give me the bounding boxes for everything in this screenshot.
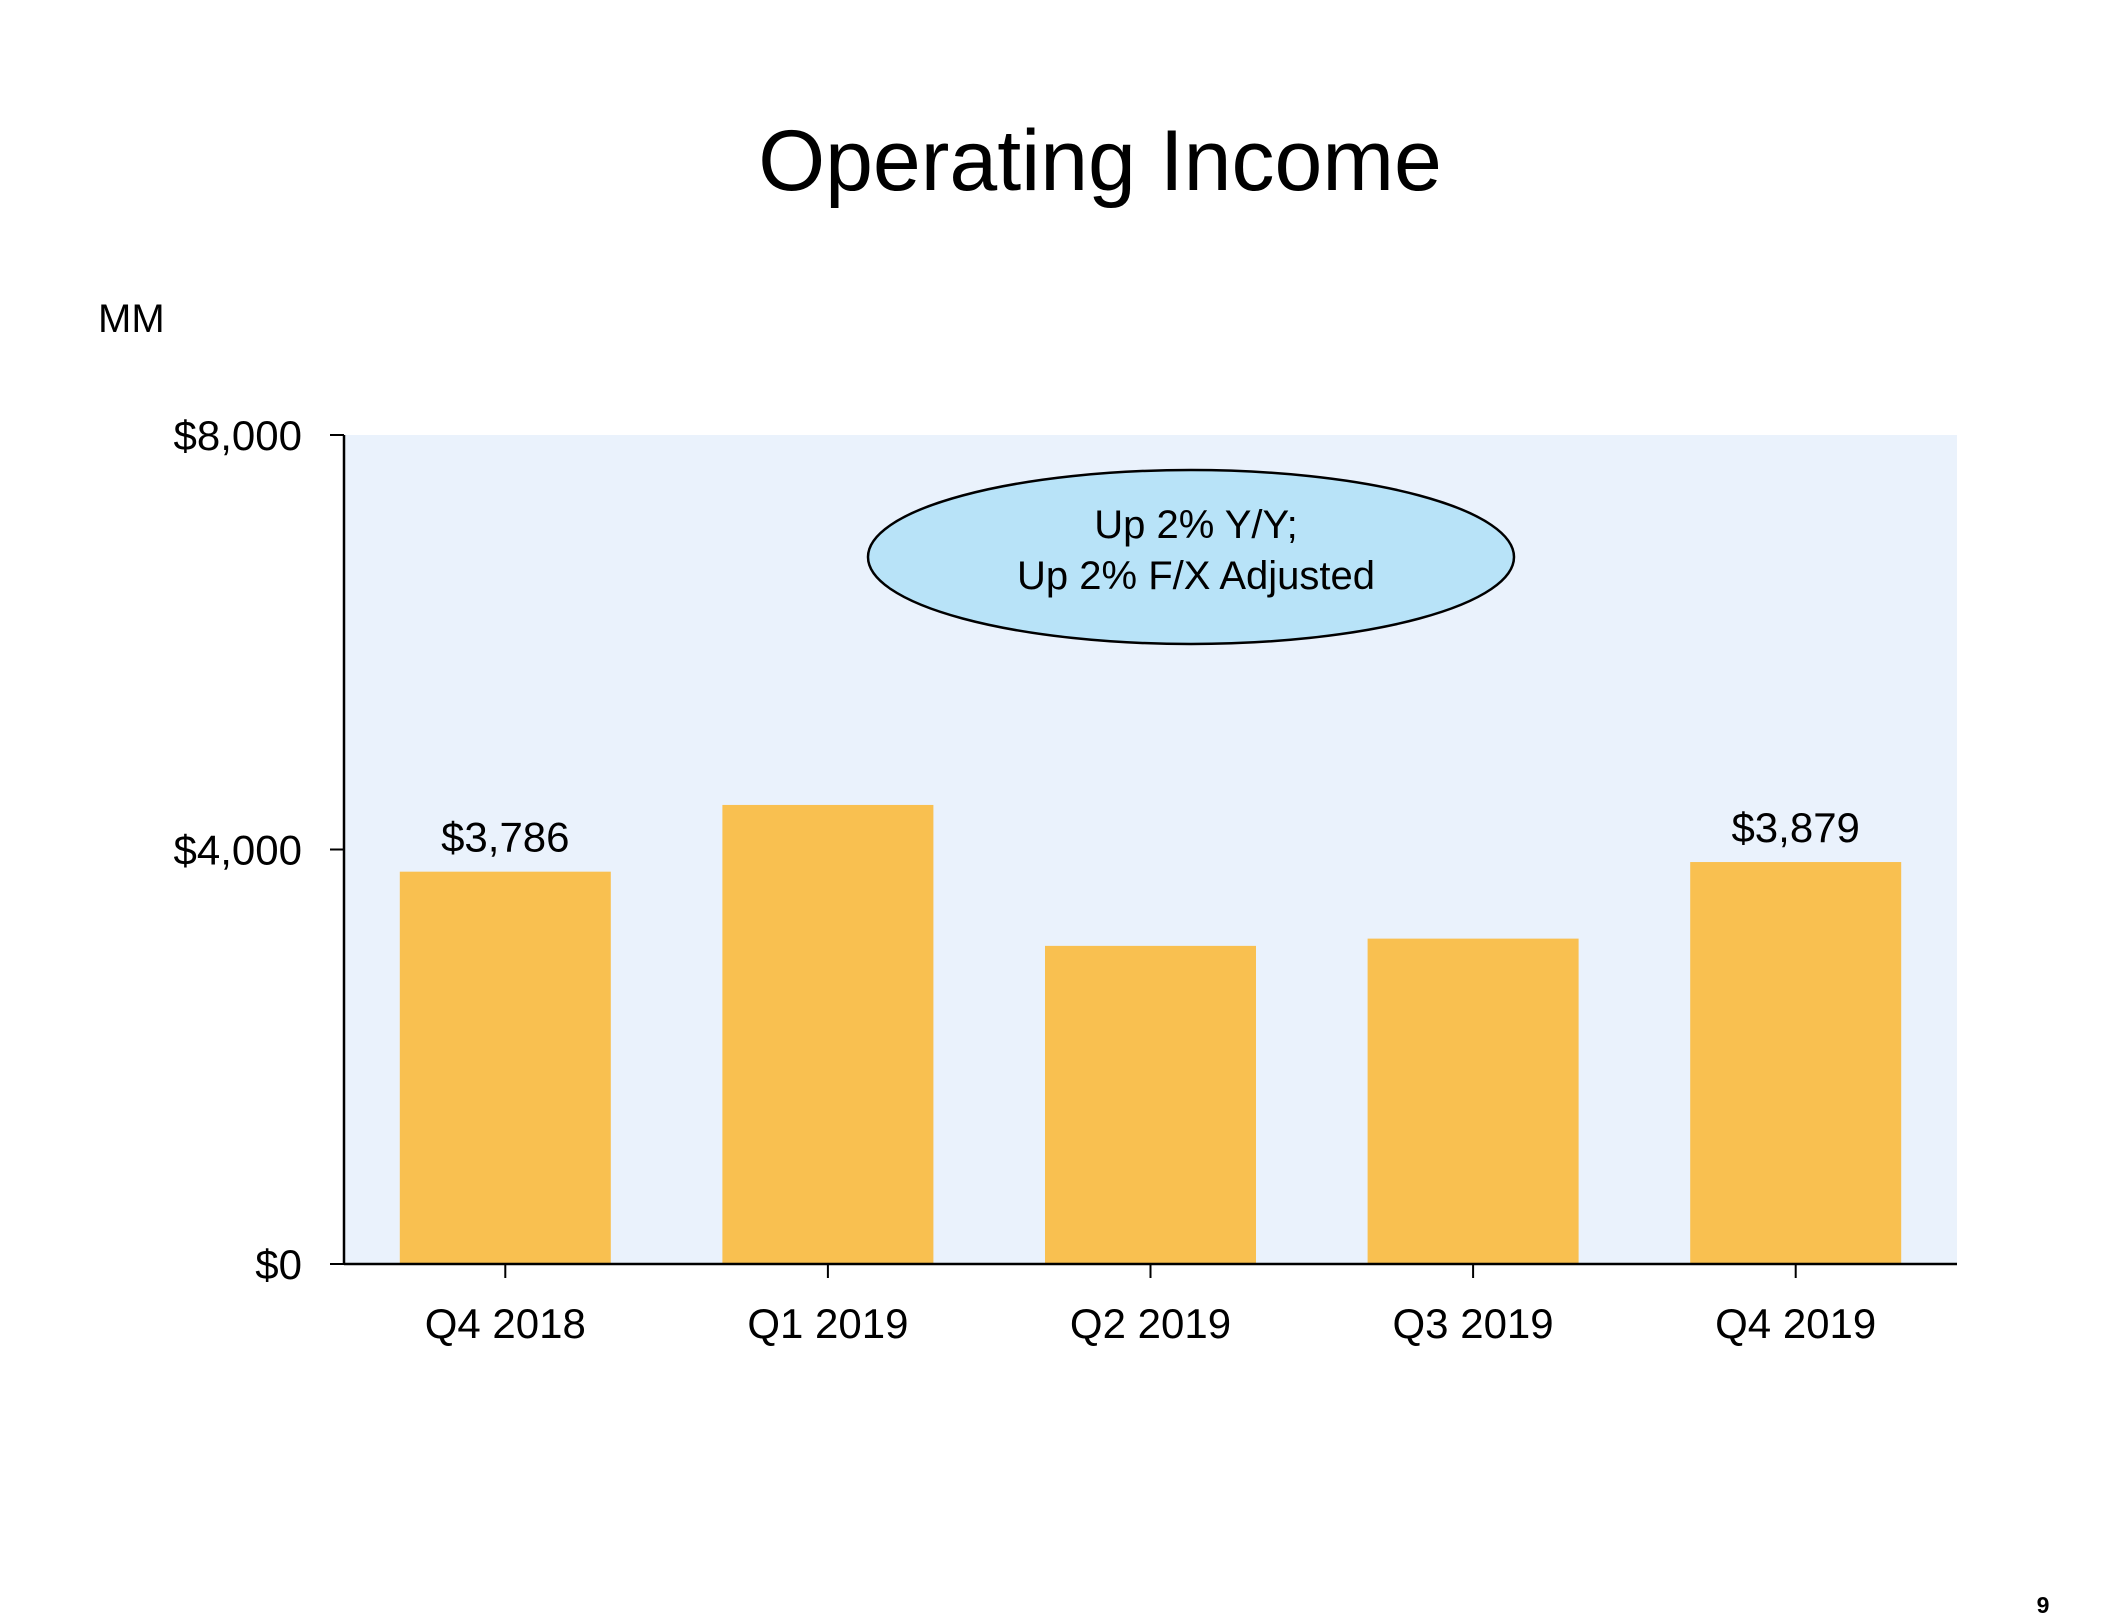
bar	[399, 871, 611, 1264]
y-ticks: $0 $4,000 $8,000	[174, 412, 344, 1288]
page-number: 9	[2037, 1592, 2050, 1618]
bar-value-label: $3,786	[441, 814, 569, 861]
callout-line-1: Up 2% Y/Y;	[1094, 503, 1297, 547]
bar	[1690, 862, 1902, 1264]
x-tick-label: Q4 2019	[1715, 1300, 1876, 1347]
unit-label: MM	[98, 297, 165, 341]
x-tick-label: Q2 2019	[1070, 1300, 1231, 1347]
bars	[399, 804, 1902, 1264]
data-labels: $3,786 $3,879	[441, 804, 1860, 861]
y-tick-label: $8,000	[174, 412, 302, 459]
bar	[722, 804, 934, 1264]
x-tick-label: Q1 2019	[747, 1300, 908, 1347]
bar	[1045, 945, 1256, 1264]
y-tick-label: $0	[255, 1241, 302, 1288]
callout: Up 2% Y/Y; Up 2% F/X Adjusted	[866, 468, 1516, 646]
x-ticks: Q4 2018 Q1 2019 Q2 2019 Q3 2019 Q4 2019	[425, 1264, 1876, 1347]
bar	[1367, 938, 1579, 1264]
x-tick-label: Q3 2019	[1393, 1300, 1554, 1347]
x-tick-label: Q4 2018	[425, 1300, 586, 1347]
callout-line-2: Up 2% F/X Adjusted	[1017, 554, 1375, 598]
y-tick-label: $4,000	[174, 827, 302, 874]
slide-title: Operating Income	[758, 113, 1442, 209]
callout-ellipse	[866, 468, 1516, 646]
bar-value-label: $3,879	[1731, 804, 1859, 851]
